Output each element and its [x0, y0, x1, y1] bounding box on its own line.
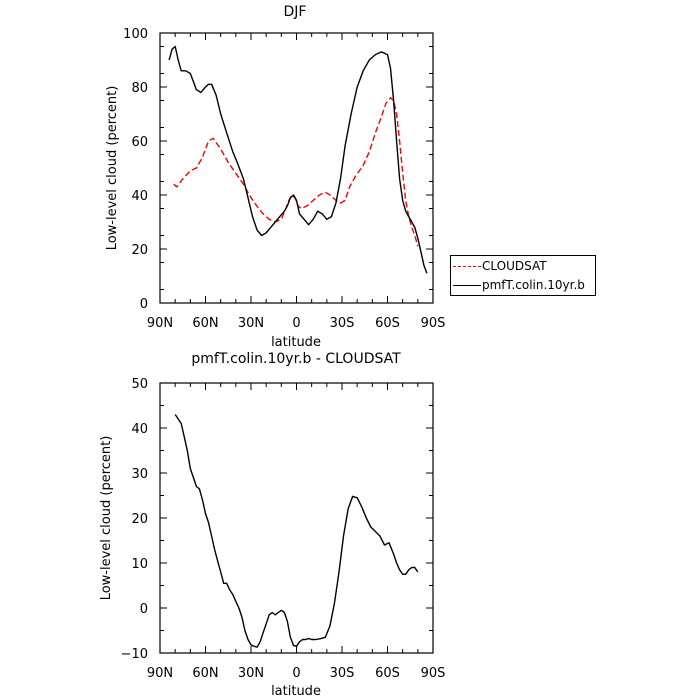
y-tick-label: 80: [131, 81, 148, 96]
y-axis-label: Low-level cloud (percent): [105, 86, 120, 251]
series-layer: [174, 414, 419, 648]
chart-title: DJF: [284, 4, 307, 20]
y-tick-label: 20: [131, 243, 148, 258]
x-tick-label: 90N: [147, 666, 173, 681]
x-tick-label: 0: [292, 666, 300, 681]
y-tick-label: 60: [131, 135, 148, 150]
legend-item-model: pmfT.colin.10yr.b: [451, 277, 595, 295]
series-line-cloudsat: [173, 97, 419, 247]
legend: CLOUDSAT pmfT.colin.10yr.b: [450, 255, 596, 296]
tick-group: 0 20 40 60 80 100 90N 60N 30N 0 30S 60S 90S: [123, 27, 445, 331]
y-tick-label: 10: [131, 557, 148, 572]
y-tick-label: 30: [131, 467, 148, 482]
legend-swatch-dashed-red: [453, 266, 481, 267]
x-tick-label: 60S: [375, 666, 400, 681]
x-axis-label: latitude: [271, 335, 321, 350]
y-tick-label: 40: [131, 189, 148, 204]
legend-label: pmfT.colin.10yr.b: [482, 278, 585, 292]
x-tick-label: 90N: [147, 316, 173, 331]
y-tick-label: 20: [131, 512, 148, 527]
series-line-difference: [174, 414, 419, 648]
legend-label: CLOUDSAT: [482, 259, 547, 273]
x-tick-label: 0: [292, 316, 300, 331]
x-tick-label: 30N: [238, 316, 264, 331]
panel-bottom: pmfT.colin.10yr.b - CLOUDSAT −10 0 10 20 30 4…: [99, 351, 445, 699]
x-axis-label: latitude: [271, 684, 321, 699]
chart-title: pmfT.colin.10yr.b - CLOUDSAT: [191, 351, 401, 367]
legend-swatch-solid-black: [453, 285, 481, 286]
y-tick-label: 0: [140, 602, 148, 617]
x-tick-label: 30S: [330, 316, 355, 331]
series-line-pmft-colin-10yr-b: [168, 45, 428, 274]
y-tick-label: −10: [121, 647, 148, 662]
y-tick-label: 0: [140, 297, 148, 312]
x-tick-label: 30N: [238, 666, 264, 681]
x-tick-label: 30S: [330, 666, 355, 681]
plot-frame: [159, 32, 434, 304]
x-tick-label: 60N: [192, 666, 218, 681]
plot-frame: [159, 382, 434, 654]
y-tick-label: 100: [123, 27, 148, 42]
series-layer: [168, 45, 428, 274]
legend-item-cloudsat: CLOUDSAT: [451, 258, 595, 276]
x-tick-label: 60N: [192, 316, 218, 331]
y-axis-label: Low-level cloud (percent): [99, 436, 114, 601]
panel-top: DJF 0 20 40 60 80 100 90N 60N 30N 0 30S 60S 90S lati…: [105, 4, 445, 350]
y-tick-label: 40: [131, 422, 148, 437]
x-tick-label: 90S: [421, 666, 446, 681]
tick-group: −10 0 10 20 30 40 50 90N 60N 30N 0 30S 60S 90S: [121, 377, 446, 681]
x-tick-label: 90S: [421, 316, 446, 331]
x-tick-label: 60S: [375, 316, 400, 331]
y-tick-label: 50: [131, 377, 148, 392]
